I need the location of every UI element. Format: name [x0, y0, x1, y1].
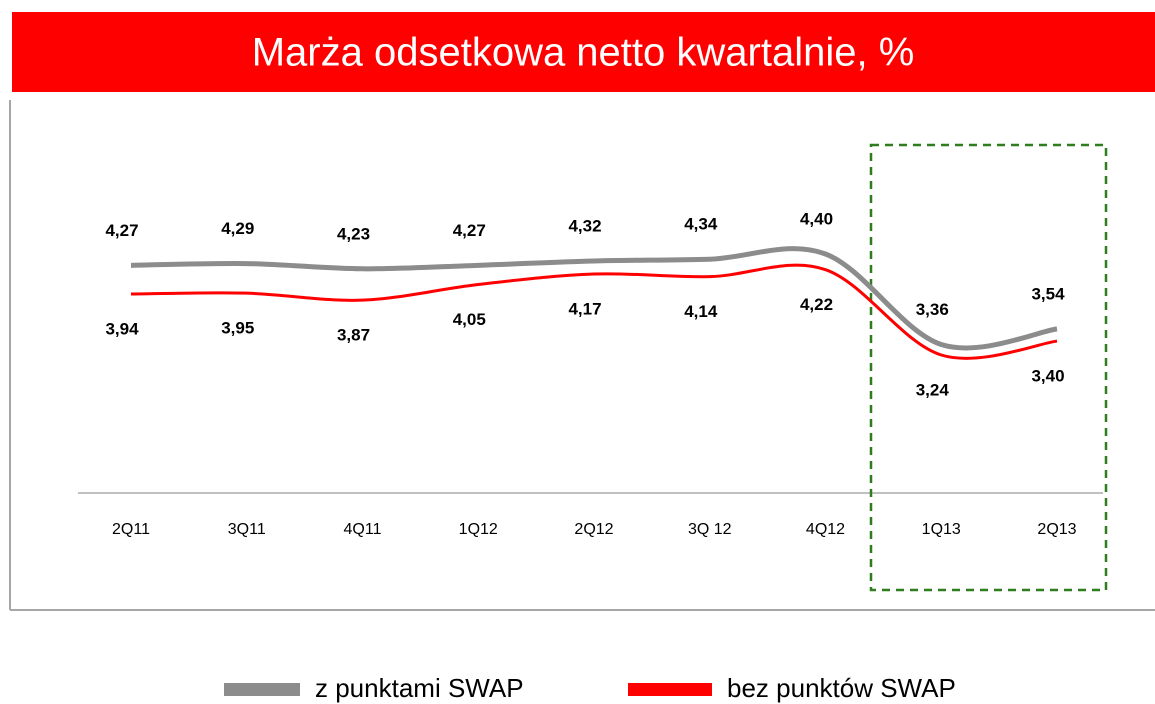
data-label: 4,22: [800, 295, 833, 314]
legend-label: bez punktów SWAP: [727, 673, 956, 703]
data-label: 4,29: [221, 219, 254, 238]
x-tick-label: 1Q12: [459, 521, 498, 538]
data-label: 4,27: [453, 221, 486, 240]
x-tick-label: 2Q13: [1037, 521, 1076, 538]
data-label: 4,32: [568, 216, 601, 235]
data-label: 4,05: [453, 310, 486, 329]
data-label: 3,54: [1031, 284, 1065, 303]
data-label: 3,95: [221, 319, 254, 338]
x-tick-label: 3Q11: [228, 521, 266, 538]
data-label: 4,34: [684, 215, 718, 234]
legend-label: z punktami SWAP: [315, 673, 524, 703]
data-label: 3,36: [916, 300, 949, 319]
x-tick-label: 4Q11: [344, 521, 382, 538]
legend-swatch: [224, 683, 300, 696]
data-label: 4,27: [105, 221, 138, 240]
data-label: 3,24: [916, 380, 950, 399]
line: [130, 246, 1058, 351]
data-label: 4,14: [684, 302, 718, 321]
x-tick-label: 2Q11: [112, 521, 150, 538]
x-tick-label: 3Q 12: [688, 521, 732, 538]
title-bar: [12, 12, 1155, 92]
data-label: 4,17: [568, 300, 601, 319]
x-tick-label: 2Q12: [574, 521, 613, 538]
chart-title: Marża odsetkowa netto kwartalnie, %: [252, 31, 915, 75]
data-label: 4,40: [800, 209, 833, 228]
data-label: 3,94: [105, 320, 139, 339]
highlight-box: [869, 143, 1108, 592]
data-label: 3,87: [337, 326, 370, 345]
x-tick-label: 1Q13: [922, 521, 961, 538]
legend-swatch: [628, 683, 712, 696]
x-tick-label: 4Q12: [806, 521, 845, 538]
data-label: 3,40: [1031, 367, 1064, 386]
line: [130, 263, 1058, 360]
data-label: 4,23: [337, 224, 370, 243]
